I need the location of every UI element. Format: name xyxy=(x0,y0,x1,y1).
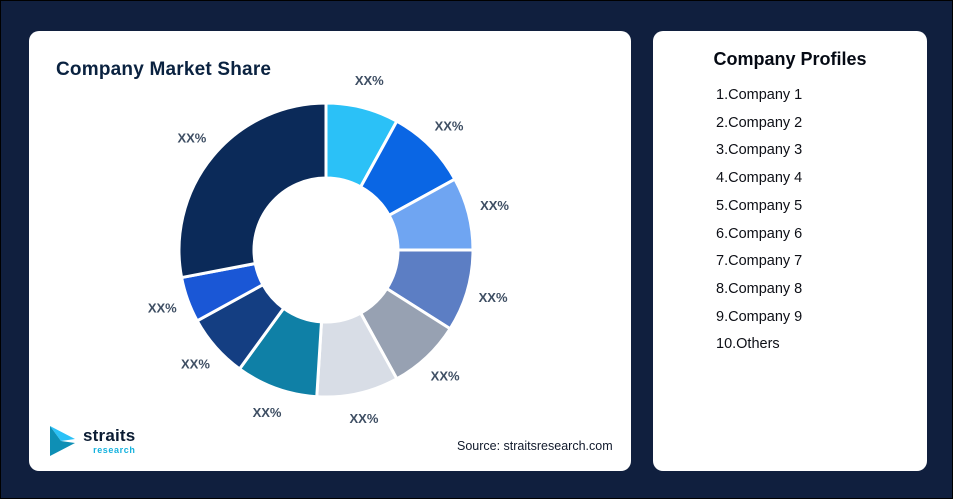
profile-item: 6.Company 6 xyxy=(716,225,803,242)
slice-value-label-8: XX% xyxy=(181,357,210,372)
profile-item: 9.Company 9 xyxy=(716,308,803,325)
straits-logo-icon xyxy=(50,426,75,456)
source-text: Source: straitsresearch.com xyxy=(457,439,613,453)
profile-item: 7.Company 7 xyxy=(716,253,803,270)
slice-value-label-5: XX% xyxy=(431,368,460,383)
chart-title: Company Market Share xyxy=(56,59,272,80)
profile-item: 8.Company 8 xyxy=(716,280,803,297)
logo-sub-text: research xyxy=(93,445,136,455)
profiles-title: Company Profiles xyxy=(713,49,867,69)
slice-value-label-2: XX% xyxy=(435,118,464,133)
profile-item: 2.Company 2 xyxy=(716,114,803,131)
profile-item: 10.Others xyxy=(716,336,780,353)
slice-value-label-6: XX% xyxy=(350,411,379,426)
slice-value-label-3: XX% xyxy=(480,198,509,213)
profile-item: 1.Company 1 xyxy=(716,87,803,103)
donut-chart: XX% XX% XX% XX% XX% XX% XX% XX% XX% XX% xyxy=(148,73,510,426)
logo-brand-text: straits xyxy=(83,426,136,445)
profile-item: 3.Company 3 xyxy=(716,142,803,159)
profiles-card: Company Profiles 1.Company 1 2.Company 2… xyxy=(653,31,927,471)
donut-segment-10 xyxy=(177,101,328,280)
slice-value-label-10: XX% xyxy=(177,131,206,146)
slice-value-label-9: XX% xyxy=(148,300,177,315)
logo-wordmark: straits research xyxy=(83,427,135,455)
profile-item: 5.Company 5 xyxy=(716,197,803,214)
slice-value-label-1: XX% xyxy=(355,73,384,88)
slice-value-label-4: XX% xyxy=(479,290,508,305)
profiles-list: 1.Company 1 2.Company 2 3.Company 3 4.Co… xyxy=(653,82,927,359)
straits-research-logo: straits research xyxy=(49,425,135,457)
market-share-card: Company Market Share XX% XX% XX% XX% XX% XX% X… xyxy=(29,31,631,471)
slice-value-label-7: XX% xyxy=(253,405,282,420)
profile-item: 4.Company 4 xyxy=(716,170,803,187)
